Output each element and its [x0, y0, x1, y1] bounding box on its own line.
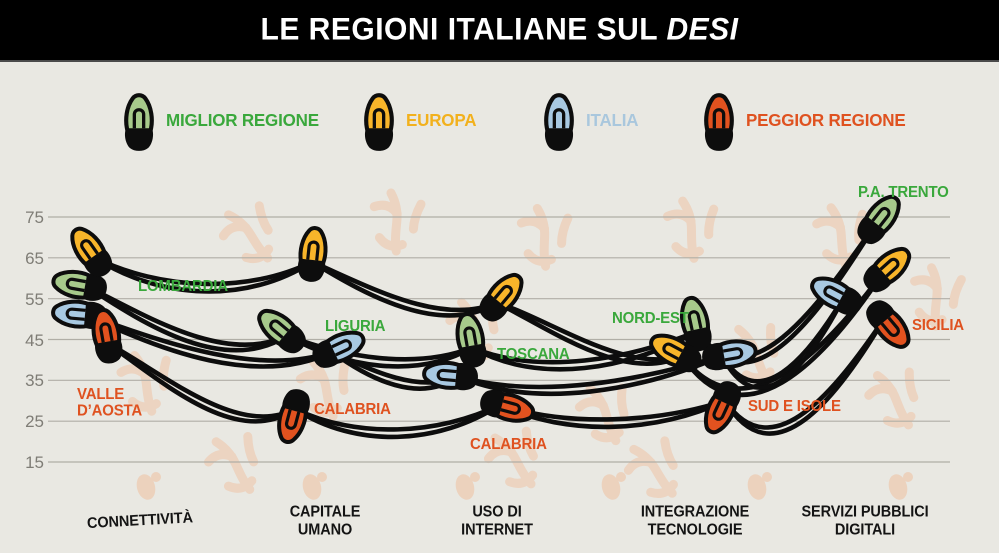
doodle-shape	[516, 203, 573, 271]
bulb-icon	[649, 333, 702, 373]
wire-segment	[719, 296, 846, 390]
region-label: CALABRIA	[470, 435, 547, 454]
x-axis-category-label: INTEGRAZIONE TECNOLOGIE	[640, 504, 750, 539]
wire-segment	[309, 259, 500, 318]
x-axis-category-label: SERVIZI PUBBLICI DIGITALI	[801, 504, 929, 539]
bulb-icon	[863, 246, 912, 293]
region-label: SICILIA	[912, 316, 964, 335]
wire-segment	[105, 341, 298, 424]
doodle-shape	[623, 436, 678, 498]
legend-label: ITALIA	[586, 110, 639, 131]
y-axis-tick: 65	[25, 248, 44, 268]
doodle-shape	[910, 263, 966, 331]
legend-label: MIGLIOR REGIONE	[166, 110, 319, 131]
wire-segment	[494, 300, 685, 367]
page-title: LE REGIONI ITALIANE SUL DESI	[261, 12, 739, 48]
wire-segment	[284, 333, 475, 362]
doodle-shape	[574, 383, 629, 446]
bulb-icon	[422, 360, 478, 391]
region-label: P.A. TRENTO	[858, 183, 949, 202]
title-bar: LE REGIONI ITALIANE SUL DESI	[0, 0, 999, 62]
region-label: CALABRIA	[314, 400, 391, 419]
region-label: LOMBARDIA	[138, 277, 228, 296]
wire-segment	[92, 255, 315, 294]
background-doodle-feet	[136, 472, 913, 500]
bulb-icon	[277, 389, 310, 445]
bulb-icon	[702, 339, 758, 371]
bulb-icon	[455, 312, 487, 368]
bulb-icon	[51, 269, 107, 301]
x-axis-category-label: USO DI INTERNET	[461, 504, 533, 539]
bulb-icon	[480, 389, 536, 423]
bulb-icon	[866, 300, 911, 349]
yellow-bulb-icon	[364, 93, 394, 151]
wire-segment	[309, 259, 500, 313]
wire-segment	[292, 402, 503, 440]
region-label: SUD E ISOLE	[748, 397, 841, 416]
y-axis-tick: 15	[25, 453, 44, 472]
doodle-shape	[483, 426, 538, 489]
bulb-icon	[257, 308, 306, 354]
wire-segment	[84, 284, 290, 347]
doodle-shape	[295, 356, 350, 421]
title-emphasis: DESI	[666, 12, 739, 47]
wire-segment	[105, 341, 298, 419]
legend-label: PEGGIOR REGIONE	[746, 110, 906, 131]
wire-segment	[84, 284, 290, 353]
y-axis-tick: 35	[25, 371, 44, 391]
wire-segment	[284, 333, 475, 369]
bulb-icon	[312, 330, 366, 368]
legend-item-peggior-regione: PEGGIOR REGIONE	[701, 91, 906, 153]
blue-bulb-icon	[544, 93, 574, 151]
doodle-shape	[369, 188, 426, 256]
bulb-icon	[297, 226, 328, 282]
wire-segment	[292, 402, 503, 432]
bulb-icon	[91, 307, 123, 364]
doodle-shape	[662, 196, 719, 263]
red-bulb-icon	[704, 93, 734, 151]
legend-item-europa: EUROPA	[361, 91, 476, 153]
doodle-shape	[864, 367, 919, 430]
bulb-icon	[703, 381, 742, 435]
region-label: VALLE D’AOSTA	[77, 385, 142, 420]
wire-segment	[722, 316, 887, 436]
y-axis-tick: 45	[25, 330, 44, 350]
legend-item-italia: ITALIA	[541, 91, 639, 153]
doodle-shape	[218, 201, 274, 263]
legend-item-miglior-regione: MIGLIOR REGIONE	[121, 91, 319, 153]
doodle-shape	[204, 432, 259, 494]
bulb-icon	[857, 194, 901, 245]
y-axis-tick: 55	[25, 289, 44, 309]
y-axis-tick: 75	[25, 208, 44, 227]
legend-label: EUROPA	[406, 110, 477, 131]
bulbs	[51, 194, 912, 445]
wire-segment	[92, 255, 315, 287]
bulb-icon	[810, 276, 863, 316]
green-bulb-icon	[124, 93, 154, 151]
region-label: NORD-EST	[612, 309, 689, 328]
region-label: TOSCANA	[497, 345, 570, 364]
title-text: LE REGIONI ITALIANE SUL	[260, 12, 667, 47]
x-axis-category-label: CAPITALE UMANO	[289, 504, 361, 539]
bulb-icon	[680, 295, 712, 352]
y-axis-tick: 25	[25, 412, 44, 432]
region-label: LIGURIA	[325, 317, 386, 336]
bulb-icon	[70, 226, 113, 277]
bulb-icon	[479, 272, 524, 322]
